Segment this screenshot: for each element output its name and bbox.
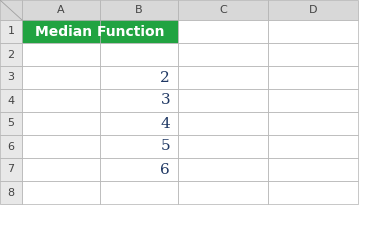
Text: 4: 4: [160, 117, 170, 130]
Bar: [0, 158, 22, 181]
Bar: [22, 135, 100, 158]
Text: 6: 6: [160, 162, 170, 176]
Bar: [22, 89, 100, 112]
Bar: [100, 112, 178, 135]
Bar: [100, 158, 178, 181]
Bar: [0, 0, 22, 20]
Bar: [22, 66, 100, 89]
Bar: [268, 89, 358, 112]
Bar: [178, 43, 268, 66]
Bar: [178, 181, 268, 204]
Bar: [0, 20, 22, 43]
Bar: [100, 181, 178, 204]
Bar: [268, 0, 358, 20]
Bar: [0, 89, 22, 112]
Bar: [268, 43, 358, 66]
Text: A: A: [57, 5, 65, 15]
Bar: [268, 20, 358, 43]
Bar: [0, 43, 22, 66]
Bar: [100, 66, 178, 89]
Text: 6: 6: [8, 142, 14, 151]
Bar: [0, 112, 22, 135]
Bar: [178, 112, 268, 135]
Bar: [178, 158, 268, 181]
Bar: [0, 181, 22, 204]
Bar: [22, 20, 100, 43]
Text: 3: 3: [8, 72, 14, 83]
Bar: [178, 135, 268, 158]
Bar: [22, 112, 100, 135]
Bar: [0, 66, 22, 89]
Text: 1: 1: [8, 27, 14, 36]
Text: 2: 2: [160, 70, 170, 85]
Bar: [100, 135, 178, 158]
Bar: [22, 181, 100, 204]
Bar: [22, 158, 100, 181]
Text: D: D: [309, 5, 317, 15]
Text: 5: 5: [160, 140, 170, 153]
Bar: [178, 89, 268, 112]
Bar: [178, 0, 268, 20]
Bar: [268, 181, 358, 204]
Bar: [178, 66, 268, 89]
Bar: [100, 20, 178, 43]
Text: C: C: [219, 5, 227, 15]
Text: 4: 4: [8, 95, 15, 106]
Text: 7: 7: [8, 164, 15, 175]
Bar: [178, 20, 268, 43]
Bar: [268, 135, 358, 158]
Text: 2: 2: [8, 50, 15, 59]
Bar: [100, 43, 178, 66]
Bar: [0, 135, 22, 158]
Bar: [268, 66, 358, 89]
Bar: [100, 89, 178, 112]
Bar: [268, 158, 358, 181]
Text: Median Function: Median Function: [35, 25, 165, 38]
Bar: [268, 112, 358, 135]
Text: 3: 3: [160, 94, 170, 108]
Text: 8: 8: [8, 187, 15, 198]
Bar: [22, 0, 100, 20]
Text: B: B: [135, 5, 143, 15]
Text: 5: 5: [8, 119, 14, 128]
Bar: [22, 43, 100, 66]
Bar: [100, 0, 178, 20]
